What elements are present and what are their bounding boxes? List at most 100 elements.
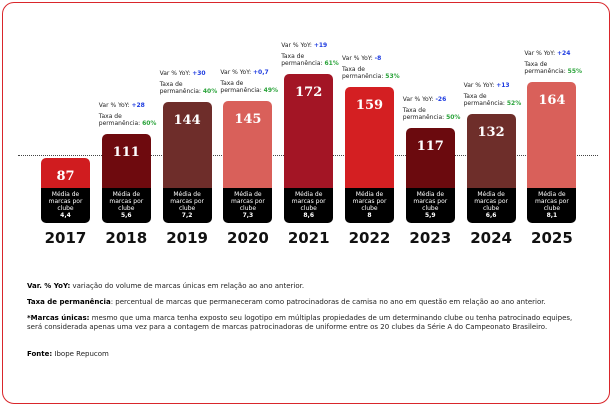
retention-label: Taxa de <box>281 53 305 61</box>
avg-label: Média de marcas por clube <box>109 191 144 212</box>
retention-label-2: permanência: <box>159 87 203 95</box>
yoy-label: Var % YoY: <box>402 96 436 104</box>
retention-value: 52% <box>506 99 522 107</box>
retention-value: 50% <box>446 114 461 122</box>
note-source: Fonte: Ibope Repucom <box>27 350 109 358</box>
avg-value: 5,9 <box>424 212 436 219</box>
yoy-line: Var % YoY: +0,7 <box>220 69 278 76</box>
retention-label: Taxa de <box>220 79 244 87</box>
annotation-2021: Var % YoY: +19 Taxa de permanência: 61% <box>281 42 339 67</box>
annotation-2018: Var % YoY: +28 Taxa de permanência: 60% <box>99 102 157 127</box>
avg-per-club-box: Média de marcas por clube 6,6 <box>466 188 516 223</box>
bar-2023 <box>405 128 455 188</box>
year-label: 2019 <box>166 229 208 247</box>
retention-label-2: permanência: <box>463 99 507 107</box>
yoy-label: Var % YoY: <box>220 68 254 76</box>
retention-line: permanência: 53% <box>342 73 400 80</box>
year-label: 2024 <box>470 229 512 247</box>
annotation-2024: Var % YoY: +13 Taxa de permanência: 52% <box>464 82 522 107</box>
avg-value: 5,6 <box>120 212 132 219</box>
avg-per-club-box: Média de marcas por clube 8,6 <box>284 188 334 223</box>
yoy-value: +0,7 <box>253 68 269 76</box>
year-label: 2025 <box>531 229 573 247</box>
avg-per-club-box: Média de marcas por clube 7,3 <box>223 188 273 223</box>
avg-value: 7,2 <box>181 212 193 219</box>
retention-value: 49% <box>263 86 279 94</box>
retention-label: Taxa de <box>98 113 122 121</box>
annotation-2019: Var % YoY: +30 Taxa de permanência: 40% <box>160 70 218 95</box>
avg-per-club-box: Média de marcas por clube 8,1 <box>527 188 577 223</box>
bar-2024 <box>466 113 516 188</box>
note-unique-brands: *Marcas únicas: mesmo que uma marca tenh… <box>27 314 573 331</box>
retention-line: permanência: 50% <box>403 114 461 121</box>
bar-2018 <box>101 134 151 188</box>
retention-value: 60% <box>142 120 157 128</box>
bar-value-label: 145 <box>234 111 262 127</box>
yoy-label: Var % YoY: <box>342 55 375 63</box>
annotation-2023: Var % YoY: -26 Taxa de permanência: 50% <box>403 96 461 121</box>
bar-value-label: 117 <box>416 139 444 155</box>
yoy-label: Var % YoY: <box>524 50 558 58</box>
bar-2021 <box>284 74 334 188</box>
bar-value-label: 87 <box>56 168 75 184</box>
yoy-value: +24 <box>557 50 571 58</box>
yoy-line: Var % YoY: +19 <box>281 42 339 49</box>
avg-value: 6,6 <box>485 212 497 219</box>
retention-line: permanência: 60% <box>99 120 157 127</box>
retention-line: permanência: 52% <box>464 100 522 107</box>
avg-per-club-box: Média de marcas por clube 8 <box>345 188 394 223</box>
retention-label: Taxa de <box>342 66 365 74</box>
year-label: 2020 <box>227 229 269 247</box>
bar-2022 <box>345 87 394 188</box>
avg-value: 8,1 <box>546 212 558 219</box>
yoy-label: Var % YoY: <box>159 69 193 77</box>
yoy-value: +28 <box>131 102 145 110</box>
note-retention: Taxa de permanência: percentual de marca… <box>27 298 546 306</box>
bar-value-label: 111 <box>112 145 140 161</box>
avg-value: 8 <box>367 212 372 219</box>
retention-label: Taxa de <box>159 80 183 88</box>
retention-label: Taxa de <box>402 107 426 115</box>
yoy-label: Var % YoY: <box>463 81 497 89</box>
retention-label-2: permanência: <box>98 120 143 128</box>
yoy-value: +19 <box>313 42 328 50</box>
retention-label: Taxa de <box>463 92 487 100</box>
yoy-label: Var % YoY: <box>281 42 314 50</box>
bar-value-label: 172 <box>295 85 323 101</box>
yoy-value: +13 <box>496 81 510 89</box>
note-yoy: Var. % YoY: variação do volume de marcas… <box>27 282 305 290</box>
bar-2025 <box>527 82 577 188</box>
card-border <box>2 2 610 404</box>
year-label: 2023 <box>409 229 452 247</box>
yoy-line: Var % YoY: +30 <box>160 70 218 77</box>
retention-line: permanência: 61% <box>281 60 339 67</box>
retention-label-2: permanência: <box>281 60 325 68</box>
retention-label-2: permanência: <box>220 86 264 94</box>
retention-value: 53% <box>385 73 400 81</box>
avg-per-club-box: Média de marcas por clube 7,2 <box>162 188 212 223</box>
annotation-2022: Var % YoY: -8 Taxa de permanência: 53% <box>342 55 400 80</box>
retention-value: 40% <box>202 87 218 95</box>
avg-label: Média de marcas por clube <box>534 191 569 212</box>
yoy-label: Var % YoY: <box>98 102 132 110</box>
yoy-value: +30 <box>192 69 206 77</box>
avg-value: 7,3 <box>242 212 254 219</box>
retention-line: permanência: 49% <box>220 87 278 94</box>
bar-value-label: 144 <box>173 112 201 128</box>
avg-label: Média de marcas por clube <box>474 191 508 212</box>
retention-label: Taxa de <box>524 61 548 69</box>
avg-value: 4,4 <box>60 212 71 219</box>
retention-label-2: permanência: <box>342 73 386 81</box>
avg-label: Média de marcas por clube <box>48 191 83 212</box>
bar-value-label: 132 <box>477 124 505 140</box>
avg-per-club-box: Média de marcas por clube 5,9 <box>405 188 455 223</box>
yoy-line: Var % YoY: -26 <box>403 96 461 103</box>
retention-label-2: permanência: <box>402 114 447 122</box>
retention-value: 61% <box>324 60 339 68</box>
bar-value-label: 164 <box>538 93 566 109</box>
avg-label: Média de marcas por clube <box>230 191 265 212</box>
year-label: 2022 <box>348 229 391 247</box>
bar-2019 <box>162 101 212 188</box>
retention-line: permanência: 55% <box>524 68 582 75</box>
retention-value: 55% <box>567 68 583 76</box>
